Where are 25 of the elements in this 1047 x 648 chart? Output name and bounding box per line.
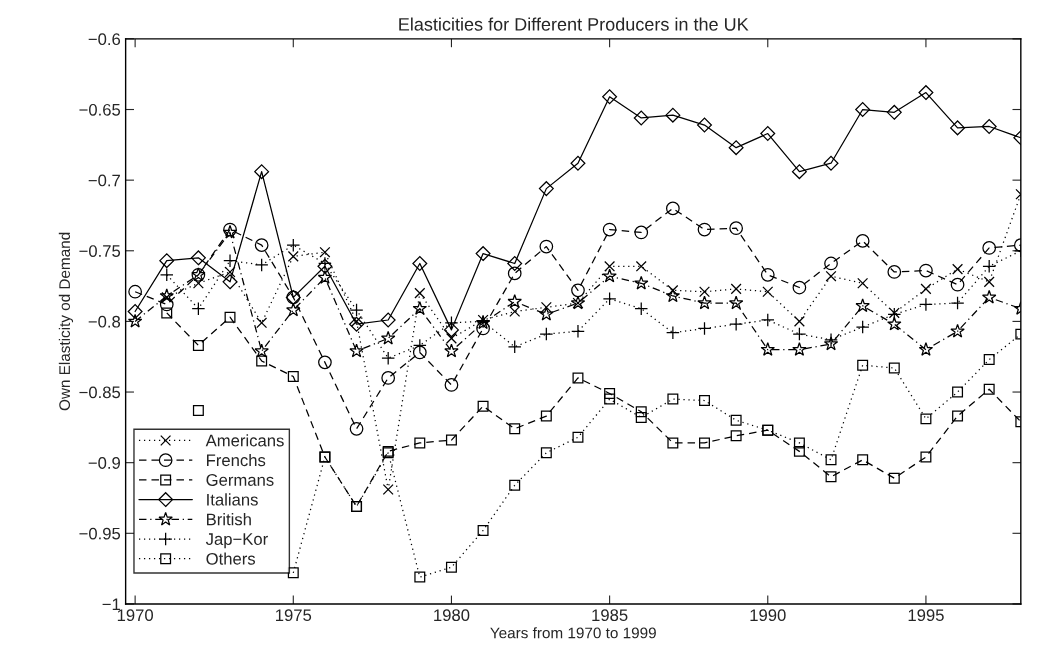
y-tick-label: −0.65 (79, 103, 121, 116)
y-tick-label: −0.7 (88, 174, 120, 187)
legend-label: Frenchs (207, 453, 266, 467)
y-tick-label: −0.85 (79, 386, 121, 399)
y-tick-label: −1 (102, 598, 120, 610)
y-tick-label: −0.6 (88, 33, 121, 46)
x-axis-title: Years from 1970 to 1999 (490, 627, 656, 639)
legend-label: Italians (207, 493, 258, 506)
x-tick-label: 1975 (276, 609, 312, 622)
y-tick-label: −0.9 (88, 457, 120, 469)
legend-label: Others (206, 552, 256, 565)
x-tick-label: 1985 (592, 609, 628, 622)
x-tick-label: 1995 (908, 609, 944, 622)
legend-label: Germans (206, 474, 274, 486)
y-tick-label: −0.75 (79, 245, 121, 257)
x-tick-label: 1970 (117, 609, 154, 622)
legend-label: Americans (205, 434, 284, 447)
legend-label: British (207, 513, 251, 526)
y-tick-label: −0.95 (79, 527, 121, 540)
x-tick-label: 1990 (750, 609, 786, 622)
y-tick-label: −0.8 (88, 315, 121, 328)
legend-label: Jap−Kor (205, 533, 268, 549)
chart-title: Elasticities for Different Producers in the UK (399, 17, 749, 31)
y-axis-title: Own Elasticity od Demand (58, 232, 74, 411)
x-tick-label: 1980 (434, 609, 470, 622)
